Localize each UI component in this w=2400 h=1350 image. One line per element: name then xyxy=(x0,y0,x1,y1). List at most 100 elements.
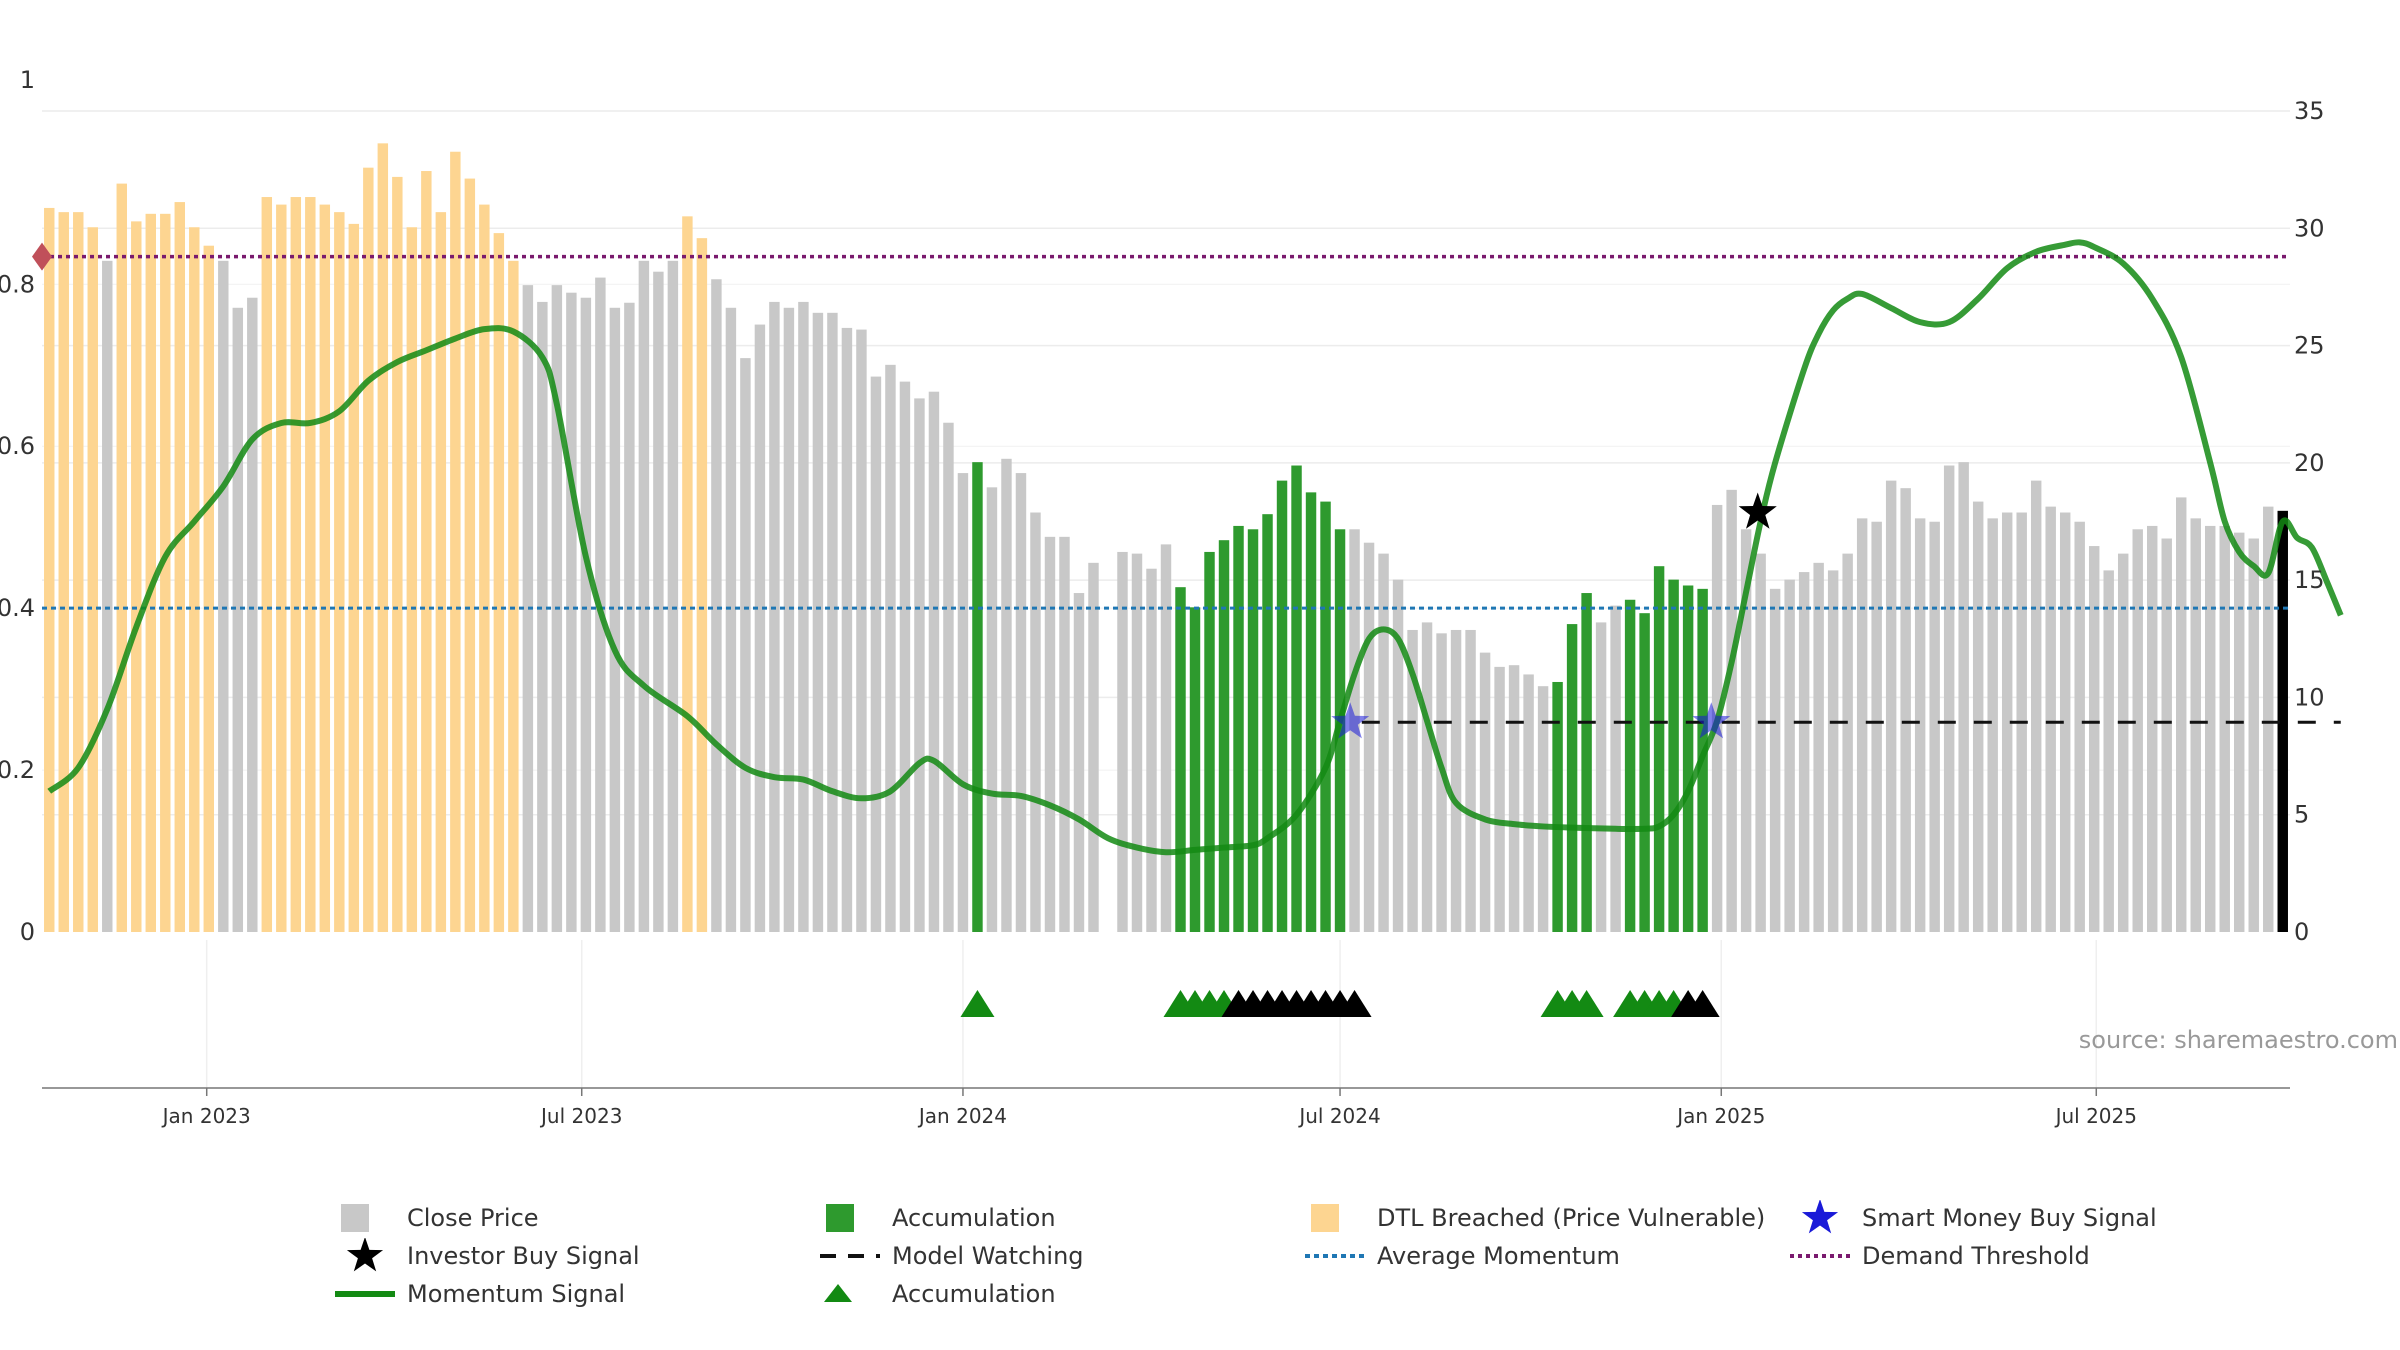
price-bar xyxy=(1044,536,1056,932)
price-bar xyxy=(450,151,461,933)
price-bar xyxy=(421,171,432,933)
price-bar xyxy=(2117,553,2129,932)
price-bar xyxy=(305,197,316,932)
price-bar xyxy=(1465,629,1476,932)
price-bar xyxy=(1769,588,1781,932)
price-bar xyxy=(1276,480,1288,932)
price-bar xyxy=(508,260,519,932)
price-bar xyxy=(827,312,838,932)
price-bar xyxy=(203,245,215,932)
price-bar xyxy=(2190,518,2201,932)
price-bar xyxy=(943,422,954,932)
price-bar xyxy=(493,233,505,932)
price-bar xyxy=(1146,568,1157,932)
price-bar xyxy=(1566,624,1578,932)
right-tick-label: 5 xyxy=(2294,801,2309,829)
legend-momentum-swatch xyxy=(335,1291,395,1297)
price-bar xyxy=(102,260,113,932)
price-bar xyxy=(682,216,693,932)
price-bar xyxy=(232,307,244,932)
price-bar xyxy=(1218,540,1230,932)
legend-smart-money-star-icon xyxy=(1801,1200,1839,1234)
price-bar xyxy=(1233,525,1244,932)
legend-dtl-swatch xyxy=(1311,1204,1339,1232)
price-bar xyxy=(1537,686,1549,932)
price-bar xyxy=(2001,512,2013,932)
x-tick-label: Jan 2023 xyxy=(161,1104,251,1128)
price-bar xyxy=(1639,613,1650,932)
price-bar xyxy=(189,227,200,933)
price-bar xyxy=(1624,599,1636,932)
left-tick-label: 0.4 xyxy=(0,594,35,622)
price-bar xyxy=(740,358,751,932)
left-tick-label: 1 xyxy=(20,66,35,94)
right-tick-label: 30 xyxy=(2294,214,2325,242)
price-bar xyxy=(1030,512,1041,932)
price-bar xyxy=(1508,665,1520,932)
price-bar xyxy=(247,297,258,932)
left-tick-label: 0.6 xyxy=(0,432,35,460)
legend: Close Price Accumulation DTL Breached (P… xyxy=(0,1200,2400,1340)
source-text: source: sharemaestro.com xyxy=(2079,1026,2398,1054)
legend-average-momentum-swatch xyxy=(1305,1254,1365,1258)
price-bar xyxy=(145,213,156,933)
x-tick-label: Jul 2024 xyxy=(1297,1104,1380,1128)
legend-swatch-inv xyxy=(346,1238,384,1272)
price-bar xyxy=(1987,518,1998,932)
legend-model-watching: Model Watching xyxy=(820,1238,1084,1274)
legend-demand-threshold: Demand Threshold xyxy=(1790,1238,2090,1274)
price-bar xyxy=(972,462,983,932)
legend-demand-threshold-swatch xyxy=(1790,1254,1850,1258)
price-bar xyxy=(1552,681,1563,932)
price-bar xyxy=(914,398,925,932)
price-bar xyxy=(1088,562,1099,932)
legend-close-price-swatch xyxy=(341,1204,369,1232)
investor-buy-signal xyxy=(1738,492,1777,529)
legend-close-price-label: Close Price xyxy=(407,1204,539,1232)
legend-accumulation-swatch xyxy=(826,1204,854,1232)
price-bar xyxy=(769,301,780,932)
price-bar xyxy=(1958,462,1969,932)
price-bar xyxy=(841,327,853,932)
price-bar xyxy=(1929,521,1940,932)
price-bar xyxy=(1001,458,1012,932)
price-bar xyxy=(711,279,722,932)
price-bar xyxy=(870,376,882,932)
price-bar xyxy=(2059,512,2071,932)
price-bar xyxy=(1189,607,1201,932)
price-bar xyxy=(783,307,795,932)
price-bar xyxy=(1247,529,1259,932)
price-bar xyxy=(1262,514,1273,932)
price-bar xyxy=(1726,489,1737,932)
legend-model-watching-swatch xyxy=(820,1254,880,1258)
price-bar xyxy=(696,238,708,933)
price-bar xyxy=(276,204,287,932)
price-bar xyxy=(363,167,374,932)
price-bar xyxy=(334,212,345,932)
price-bar xyxy=(464,178,476,932)
price-bar xyxy=(1798,572,1810,932)
smart-money-buy-signal xyxy=(1692,702,1731,739)
legend-dtl-label: DTL Breached (Price Vulnerable) xyxy=(1377,1204,1766,1232)
price-bar xyxy=(435,212,447,932)
price-bar xyxy=(2219,525,2230,932)
price-bar xyxy=(1392,579,1404,932)
price-bar xyxy=(1668,579,1679,932)
price-bar xyxy=(2088,546,2100,932)
price-bar xyxy=(1914,518,1926,932)
price-bar xyxy=(812,312,824,932)
price-bar xyxy=(885,364,896,932)
price-bar xyxy=(1305,492,1317,932)
price-bar xyxy=(1015,473,1027,932)
price-bar xyxy=(653,271,664,932)
investor-marker xyxy=(1685,990,1720,1017)
price-bar xyxy=(2030,480,2042,932)
price-bar xyxy=(1755,553,1766,932)
right-tick-label: 0 xyxy=(2294,918,2309,946)
price-bar xyxy=(1523,674,1534,932)
price-bar xyxy=(58,212,69,932)
smart-money-buy-signal xyxy=(1331,702,1370,739)
price-bar xyxy=(87,227,98,933)
price-bar xyxy=(522,285,534,933)
price-bar xyxy=(1900,488,1911,932)
